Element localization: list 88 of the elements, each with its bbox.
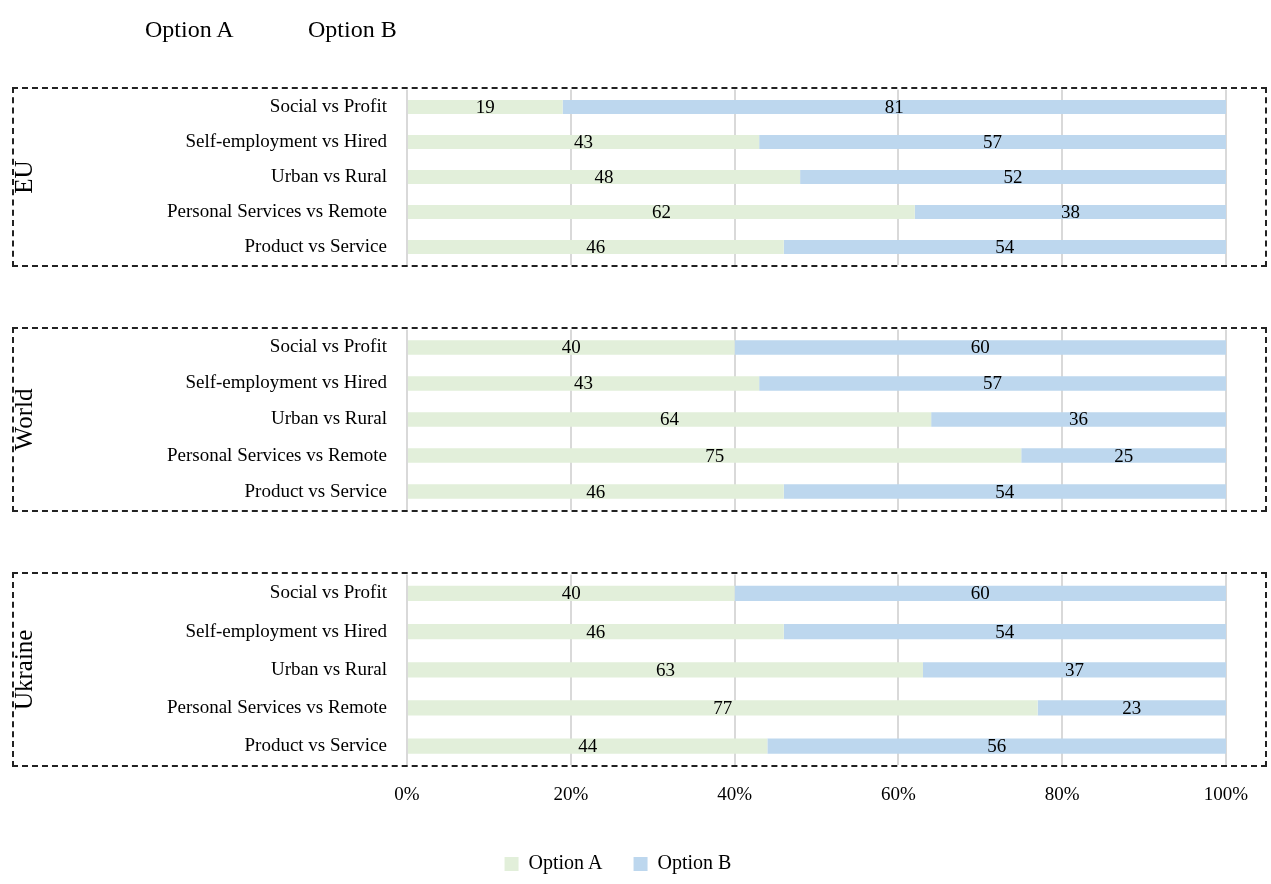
data-label: 46 xyxy=(586,236,606,258)
x-tick-label: 60% xyxy=(880,782,916,804)
x-tick-label: 0% xyxy=(394,782,420,804)
bar xyxy=(734,340,1226,355)
data-label: 56 xyxy=(987,735,1007,757)
legend-label: Option A xyxy=(528,851,603,875)
y-tick-label: Personal Services vs Remote xyxy=(166,443,387,465)
data-label: 75 xyxy=(705,444,725,466)
y-axis-title: World xyxy=(9,388,37,451)
y-tick-label: Self-employment vs Hired xyxy=(185,619,388,641)
y-tick-label: Personal Services vs Remote xyxy=(166,695,387,717)
x-tick-label: 20% xyxy=(553,782,589,804)
y-tick-label: Self-employment vs Hired xyxy=(185,371,388,393)
data-label: 23 xyxy=(1122,696,1142,718)
bar xyxy=(408,205,915,220)
data-label: 64 xyxy=(660,408,680,430)
y-axis-title: Ukraine xyxy=(9,629,37,711)
data-label: 44 xyxy=(578,735,598,757)
bar xyxy=(408,448,1022,463)
data-label: 40 xyxy=(561,582,581,604)
x-tick-label: 80% xyxy=(1044,782,1080,804)
data-label: 48 xyxy=(594,165,614,187)
bar xyxy=(759,134,1226,149)
bar xyxy=(408,624,784,640)
data-label: 46 xyxy=(586,480,606,502)
bar xyxy=(1021,448,1226,463)
data-label: 62 xyxy=(651,201,671,223)
legend-label: Option B xyxy=(657,851,732,875)
y-tick-label: Social vs Profit xyxy=(269,94,388,116)
y-tick-label: Product vs Service xyxy=(244,734,387,756)
y-tick-label: Product vs Service xyxy=(244,235,387,257)
data-label: 43 xyxy=(574,372,594,394)
y-tick-label: Social vs Profit xyxy=(269,581,388,603)
data-label: 54 xyxy=(995,236,1015,258)
y-tick-label: Urban vs Rural xyxy=(270,657,387,679)
data-label: 54 xyxy=(995,480,1015,502)
bar xyxy=(922,662,1226,678)
data-label: 19 xyxy=(475,95,495,117)
bar xyxy=(408,340,735,355)
bar xyxy=(408,484,784,499)
data-label: 36 xyxy=(1069,408,1089,430)
y-tick-label: Urban vs Rural xyxy=(270,407,387,429)
bar xyxy=(562,99,1226,114)
bar xyxy=(408,99,563,114)
bar xyxy=(1037,700,1226,716)
data-label: 57 xyxy=(983,130,1003,152)
data-label: 54 xyxy=(995,620,1015,642)
bar xyxy=(931,412,1226,427)
data-label: 40 xyxy=(561,336,581,358)
y-tick-label: Social vs Profit xyxy=(269,335,388,357)
bar xyxy=(408,376,760,391)
bar xyxy=(408,134,760,149)
data-label: 38 xyxy=(1060,201,1080,223)
data-label: 81 xyxy=(884,95,904,117)
x-tick-label: 100% xyxy=(1203,782,1249,804)
bar xyxy=(408,700,1038,716)
y-tick-label: Urban vs Rural xyxy=(270,164,387,186)
data-label: 57 xyxy=(983,372,1003,394)
bar xyxy=(783,484,1226,499)
bar xyxy=(408,585,735,602)
x-tick-label: 40% xyxy=(717,782,753,804)
data-label: 46 xyxy=(586,620,606,642)
text: Option A xyxy=(145,16,234,43)
y-tick-label: Personal Services vs Remote xyxy=(166,200,387,222)
data-label: 63 xyxy=(655,658,675,680)
bar xyxy=(408,662,923,678)
bar xyxy=(800,169,1226,185)
bar xyxy=(408,240,784,255)
bar xyxy=(783,624,1226,640)
bar xyxy=(408,412,932,427)
data-label: 77 xyxy=(713,696,733,718)
data-label: 37 xyxy=(1064,658,1084,680)
bar xyxy=(783,240,1226,255)
data-label: 60 xyxy=(970,336,990,358)
bar xyxy=(734,585,1226,602)
bar xyxy=(767,738,1226,754)
y-tick-label: Self-employment vs Hired xyxy=(185,129,388,151)
bar xyxy=(759,376,1226,391)
data-label: 52 xyxy=(1003,165,1023,187)
text: Option B xyxy=(308,16,397,43)
data-label: 60 xyxy=(970,582,990,604)
bar xyxy=(408,738,768,754)
bar xyxy=(408,169,801,185)
y-tick-label: Product vs Service xyxy=(244,479,387,501)
y-axis-title: EU xyxy=(9,160,37,194)
bar xyxy=(914,205,1226,220)
data-label: 25 xyxy=(1114,444,1134,466)
data-label: 43 xyxy=(574,130,594,152)
